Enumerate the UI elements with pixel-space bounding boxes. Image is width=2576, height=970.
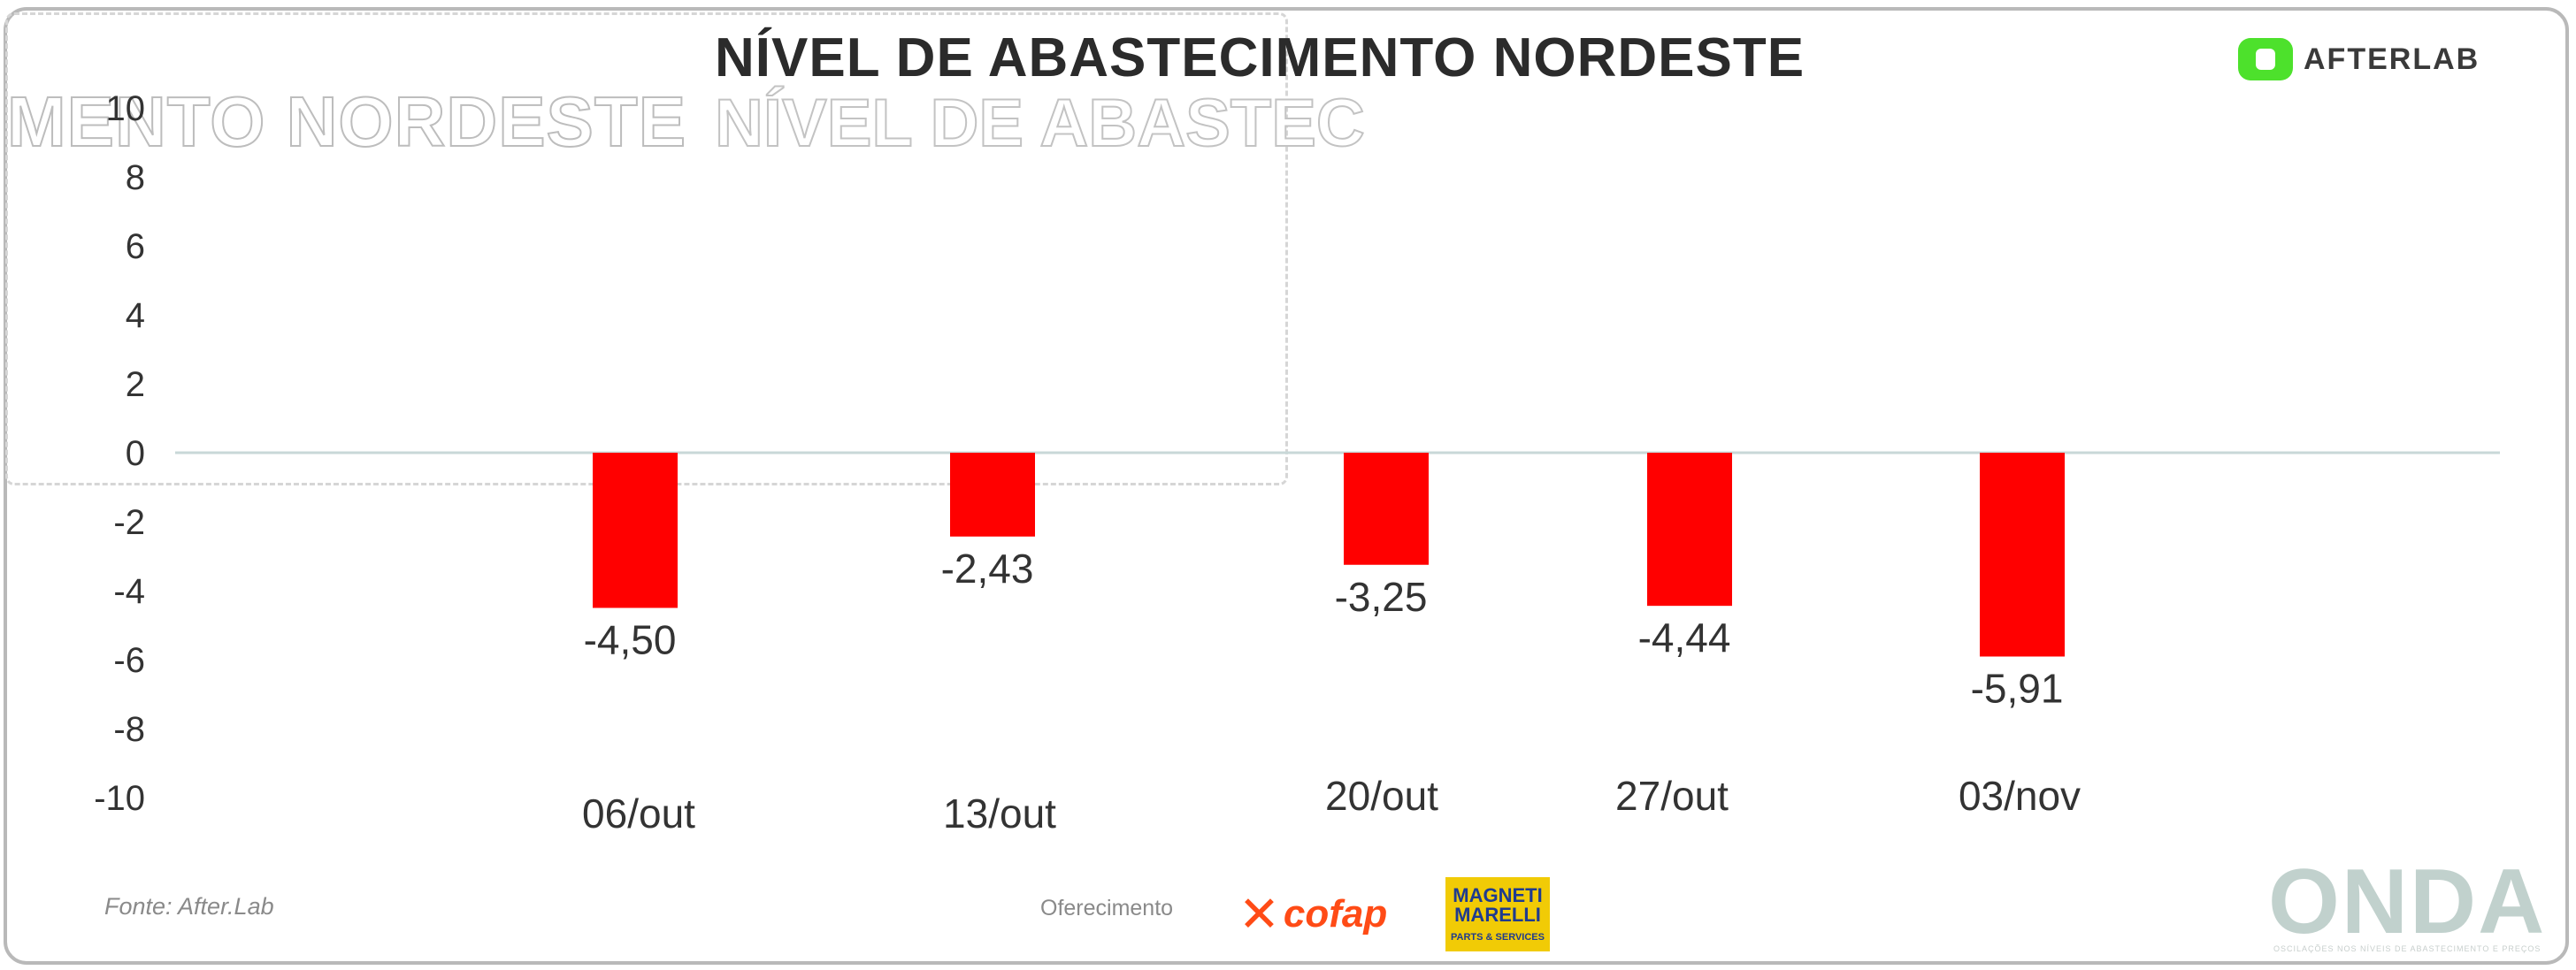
- bar-value-label: -4,50: [584, 617, 677, 663]
- bar-value-label: -5,91: [1971, 665, 2064, 711]
- y-tick-label: 8: [126, 158, 145, 197]
- value-labels: -4,50 -2,43 -3,25 -4,44 -5,91: [584, 546, 2064, 712]
- x-tick-label: 27/out: [1615, 773, 1729, 819]
- source-note: Fonte: After.Lab: [104, 893, 274, 920]
- afterlab-logo: AFTERLAB: [2238, 34, 2480, 85]
- y-tick-label: 2: [126, 365, 145, 404]
- x-tick-label: 03/nov: [1959, 773, 2081, 819]
- y-tick-label: -8: [113, 710, 145, 749]
- onda-tagline: OSCILAÇÕES NOS NÍVEIS DE ABASTECIMENTO E…: [2273, 944, 2542, 953]
- magneti-marelli-sub: PARTS & SERVICES: [1451, 932, 1545, 943]
- bar-value-label: -3,25: [1335, 574, 1428, 620]
- y-tick-label: -6: [113, 641, 145, 680]
- magneti-marelli-name: MAGNETI MARELLI: [1453, 884, 1543, 926]
- y-tick-label: 6: [126, 227, 145, 266]
- y-tick-label: 10: [106, 89, 146, 128]
- ghost-title-fragment-right: NÍVEL DE ABASTEC: [714, 85, 1366, 162]
- magneti-marelli-logo: MAGNETI MARELLI PARTS & SERVICES: [1445, 877, 1550, 951]
- bars: [593, 453, 2065, 657]
- bar: [593, 453, 678, 608]
- sponsor-label: Oferecimento: [1040, 896, 1174, 920]
- y-tick-label: -4: [113, 572, 145, 611]
- chart-title: NÍVEL DE ABASTECIMENTO NORDESTE: [715, 27, 1806, 88]
- y-tick-label: 0: [126, 434, 145, 473]
- y-tick-label: -2: [113, 503, 145, 542]
- bar: [950, 453, 1035, 537]
- cofap-logo: ✕ cofap: [1238, 890, 1387, 939]
- x-tick-label: 20/out: [1325, 773, 1438, 819]
- ghost-title-fragment-left: MENTO NORDESTE: [6, 81, 687, 162]
- afterlab-logo-text: AFTERLAB: [2304, 42, 2480, 76]
- x-tick-label: 13/out: [943, 791, 1056, 836]
- x-tick-label: 06/out: [582, 791, 695, 836]
- onda-logo: ONDA: [2268, 851, 2547, 953]
- bar-value-label: -4,44: [1638, 615, 1731, 661]
- chart-frame: [4, 7, 2569, 965]
- bar: [1647, 453, 1732, 607]
- cofap-logo-text: cofap: [1283, 892, 1388, 936]
- bar: [1980, 453, 2065, 657]
- bar: [1344, 453, 1429, 565]
- cofap-x-icon: ✕: [1238, 886, 1280, 942]
- y-axis: 10 8 6 4 2 0 -2 -4 -6 -8 -10: [94, 89, 145, 818]
- x-axis-labels: 06/out 13/out 20/out 27/out 03/nov: [582, 773, 2081, 836]
- bar-value-label: -2,43: [941, 546, 1034, 592]
- y-tick-label: 4: [126, 296, 145, 335]
- afterlab-logo-mark-icon: [2238, 38, 2293, 80]
- y-tick-label: -10: [94, 779, 145, 818]
